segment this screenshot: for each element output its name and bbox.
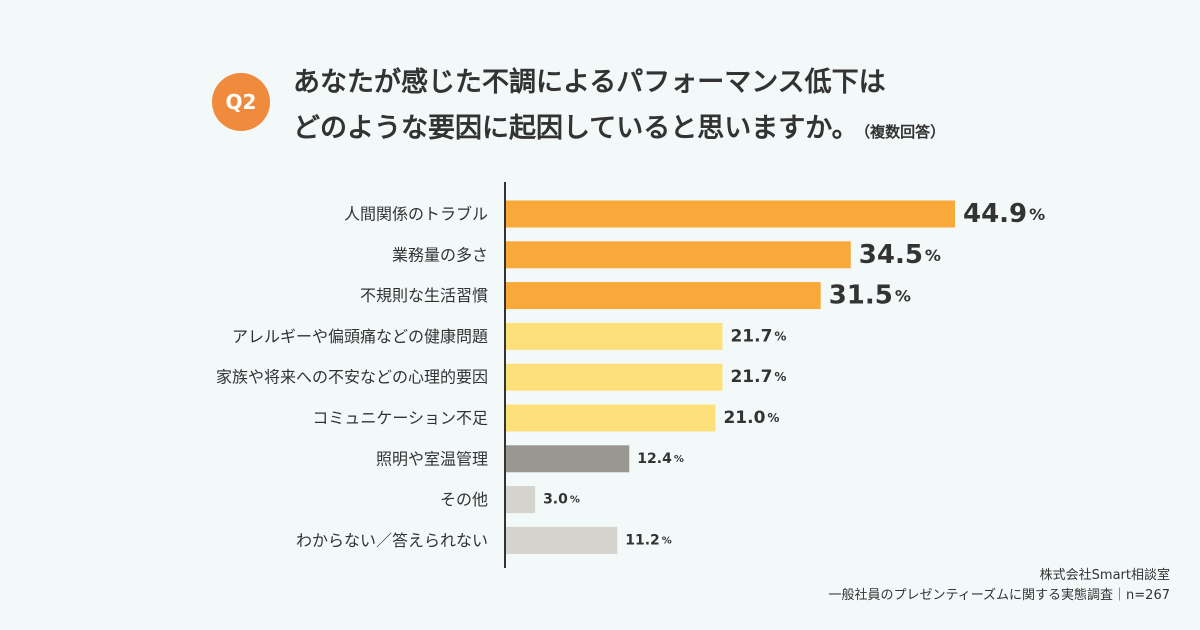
bar: [505, 526, 618, 554]
bar: [505, 322, 723, 350]
question-badge: Q2: [212, 73, 270, 131]
value-label: 3.0%: [543, 492, 580, 508]
bar: [505, 486, 536, 514]
title-note: （複数回答）: [862, 123, 946, 141]
value-label: 21.0%: [723, 408, 779, 428]
category-label: 不規則な生活習慣: [360, 286, 488, 305]
bar: [505, 282, 821, 310]
bar: [505, 445, 630, 473]
category-label: 人間関係のトラブル: [344, 205, 488, 224]
category-label: コミュニケーション不足: [312, 409, 488, 428]
bar: [505, 404, 716, 432]
value-label: 34.5%: [859, 240, 941, 270]
title-line-2: どのような要因に起因していると思いますか。 （複数回答）: [293, 113, 946, 144]
footer-survey: 一般社員のプレゼンティーズムに関する実態調査｜n=267: [828, 588, 1170, 603]
footer-company: 株式会社Smart相談室: [1039, 568, 1170, 583]
value-label: 21.7%: [730, 367, 786, 387]
category-label: 家族や将来への不安などの心理的要因: [216, 368, 488, 387]
category-label: アレルギーや偏頭痛などの健康問題: [232, 327, 488, 346]
category-label: 照明や室温管理: [376, 449, 488, 468]
value-label: 11.2%: [625, 532, 672, 548]
bar: [505, 363, 723, 391]
value-label: 31.5%: [829, 281, 911, 311]
category-label: その他: [440, 490, 488, 509]
category-label: わからない／答えられない: [296, 531, 488, 550]
bar: [505, 241, 851, 269]
value-label: 44.9%: [963, 199, 1045, 229]
source-footer: 株式会社Smart相談室 一般社員のプレゼンティーズムに関する実態調査｜n=26…: [828, 566, 1170, 606]
value-label: 21.7%: [730, 326, 786, 346]
title-line-1: あなたが感じた不調によるパフォーマンス低下は: [293, 67, 886, 98]
question-title: あなたが感じた不調によるパフォーマンス低下は どのような要因に起因していると思い…: [293, 60, 945, 155]
value-label: 12.4%: [637, 451, 684, 467]
bar: [505, 200, 955, 228]
category-label: 業務量の多さ: [392, 245, 488, 264]
